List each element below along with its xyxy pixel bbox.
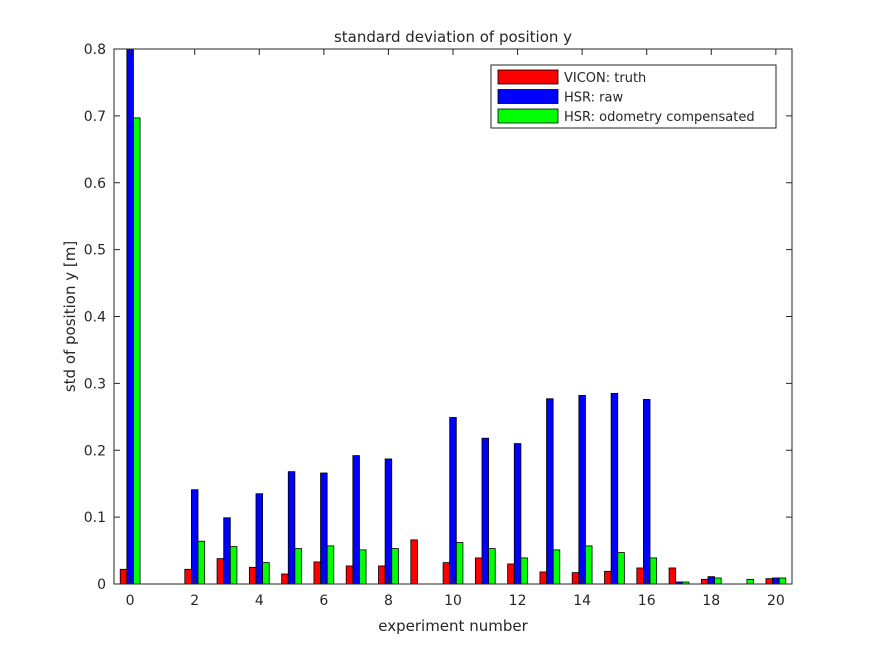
bar-vicon-truth-10 [442, 562, 451, 585]
y-tick-label: 0.3 [84, 376, 106, 392]
bar-hsr-raw-10 [449, 417, 457, 585]
bar-vicon-truth-14 [571, 572, 580, 585]
bar-hsr-raw-4 [255, 493, 263, 585]
bar-hsr-odometry-compensated-15 [617, 552, 625, 585]
bar-vicon-truth-18 [700, 578, 709, 585]
bar-vicon-truth-15 [604, 570, 612, 585]
bar-vicon-truth-11 [474, 557, 483, 585]
legend-swatch-vicon-truth [497, 69, 559, 85]
y-tick-label: 0.5 [84, 243, 106, 259]
x-tick-label: 18 [702, 593, 720, 609]
y-tick-label: 0.4 [84, 310, 106, 326]
bar-hsr-odometry-compensated-14 [585, 545, 593, 585]
bar-hsr-raw-13 [546, 398, 554, 585]
bar-vicon-truth-2 [184, 568, 192, 585]
x-tick-label: 0 [126, 593, 135, 609]
bar-hsr-odometry-compensated-18 [714, 577, 722, 585]
x-tick-label: 4 [255, 593, 264, 609]
bar-hsr-raw-2 [191, 489, 199, 585]
bar-hsr-odometry-compensated-16 [649, 557, 658, 585]
bar-hsr-raw-0 [126, 48, 134, 585]
bar-hsr-odometry-compensated-6 [326, 545, 335, 585]
bar-vicon-truth-6 [313, 561, 321, 585]
bar-hsr-odometry-compensated-5 [294, 548, 302, 585]
bar-hsr-odometry-compensated-3 [229, 546, 238, 585]
bar-hsr-odometry-compensated-10 [455, 542, 464, 585]
bar-vicon-truth-3 [216, 558, 225, 585]
legend: VICON: truth HSR: raw HSR: odometry compen… [490, 64, 777, 129]
bar-vicon-truth-8 [378, 565, 386, 585]
chart-title: standard deviation of position y [334, 28, 572, 46]
x-tick-label: 14 [573, 593, 591, 609]
y-tick-label: 0.6 [84, 176, 106, 192]
x-tick-label: 6 [319, 593, 328, 609]
bar-hsr-odometry-compensated-19 [746, 578, 754, 585]
x-tick-label: 2 [190, 593, 199, 609]
x-tick-label: 16 [638, 593, 656, 609]
y-tick-label: 0.1 [84, 510, 106, 526]
y-axis-label: std of position y [m] [61, 241, 79, 392]
bar-vicon-truth-13 [539, 571, 547, 585]
x-tick-label: 8 [384, 593, 393, 609]
bar-vicon-truth-12 [507, 563, 515, 585]
bar-vicon-truth-9 [410, 539, 418, 585]
y-tick-label: 0.8 [84, 42, 106, 58]
bar-vicon-truth-0 [119, 568, 128, 585]
bar-vicon-truth-17 [668, 567, 677, 585]
bar-hsr-raw-12 [513, 443, 522, 585]
bar-hsr-odometry-compensated-13 [552, 549, 561, 585]
bar-hsr-odometry-compensated-20 [778, 577, 787, 585]
bar-hsr-raw-15 [610, 393, 619, 585]
legend-label-vicon-truth: VICON: truth [564, 71, 646, 86]
bar-hsr-raw-16 [643, 399, 651, 585]
legend-swatch-hsr-odometry-compensated [497, 108, 559, 124]
bar-hsr-odometry-compensated-4 [262, 562, 270, 585]
bar-hsr-raw-8 [384, 458, 393, 585]
bar-hsr-odometry-compensated-2 [197, 540, 206, 585]
bar-vicon-truth-20 [765, 578, 773, 585]
x-axis-label: experiment number [378, 617, 528, 635]
bar-hsr-raw-3 [223, 517, 231, 585]
bar-hsr-raw-6 [320, 472, 328, 585]
bar-vicon-truth-7 [345, 565, 354, 585]
legend-swatch-hsr-raw [497, 89, 559, 104]
bar-hsr-raw-7 [352, 455, 360, 585]
bar-hsr-odometry-compensated-0 [133, 117, 141, 585]
bar-vicon-truth-16 [636, 567, 644, 585]
bar-vicon-truth-5 [281, 573, 289, 585]
legend-label-hsr-odometry-compensated: HSR: odometry compensated [564, 110, 755, 125]
bar-hsr-raw-5 [287, 471, 296, 585]
bar-hsr-odometry-compensated-7 [359, 549, 367, 585]
bar-hsr-odometry-compensated-8 [391, 548, 399, 585]
x-tick-label: 12 [509, 593, 527, 609]
x-tick-label: 10 [444, 593, 462, 609]
bar-hsr-odometry-compensated-11 [488, 548, 496, 585]
x-tick-label: 20 [767, 593, 785, 609]
bar-hsr-odometry-compensated-12 [520, 557, 528, 585]
bar-hsr-raw-14 [578, 395, 586, 585]
y-tick-label: 0.2 [84, 443, 106, 459]
y-tick-label: 0 [97, 577, 106, 593]
ticks-group: 0 0.1 0.2 0.3 0.4 0.5 0.6 0.7 0.8 0 2 4 6 8 10 12 14 16 18… [84, 42, 792, 609]
bar-vicon-truth-4 [248, 566, 257, 585]
y-tick-label: 0.7 [84, 109, 106, 125]
bar-hsr-raw-11 [481, 437, 490, 585]
legend-label-hsr-raw: HSR: raw [564, 91, 623, 106]
